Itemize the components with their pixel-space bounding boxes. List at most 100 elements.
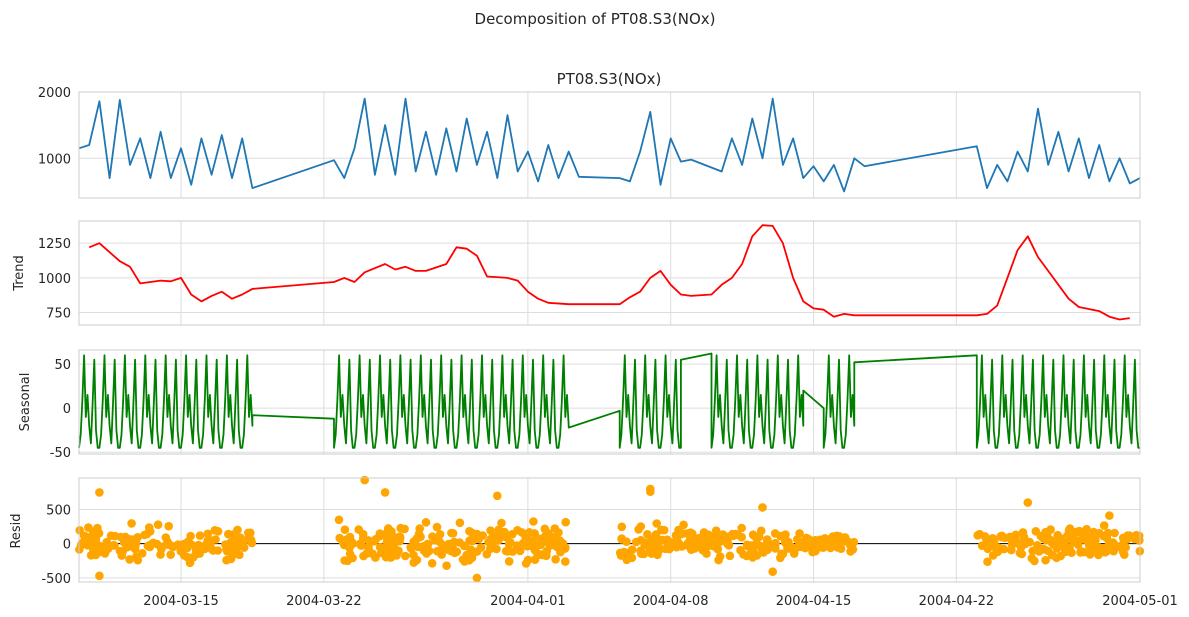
seasonal-y-label: Seasonal: [18, 373, 33, 432]
resid-point: [1105, 511, 1114, 520]
resid-point: [1023, 498, 1033, 507]
resid-point: [1065, 543, 1074, 552]
resid-point: [523, 539, 532, 548]
resid-point: [221, 540, 230, 549]
resid-point: [846, 547, 855, 556]
resid-point: [99, 546, 109, 555]
resid-point: [164, 521, 173, 531]
resid-point: [1118, 540, 1127, 549]
resid-point: [646, 487, 655, 497]
resid-point: [213, 527, 223, 536]
trend-grid: [79, 221, 1141, 325]
resid-point: [468, 536, 477, 546]
resid-point: [84, 534, 93, 543]
resid-point: [508, 529, 517, 539]
seasonal-line: [78, 352, 1140, 449]
resid-point: [427, 559, 437, 568]
resid-point: [1084, 540, 1094, 550]
resid-point: [749, 531, 759, 541]
resid-point: [395, 532, 405, 541]
y-tick-label: 0: [63, 538, 71, 553]
resid-point: [557, 544, 566, 554]
resid-point: [87, 540, 97, 550]
resid-point: [711, 526, 721, 535]
resid-point: [776, 531, 785, 541]
y-tick-label: 500: [46, 503, 71, 518]
resid-point: [436, 546, 446, 556]
resid-point: [371, 553, 380, 562]
x-tick-label: 2004-04-01: [490, 594, 566, 609]
resid-point: [506, 538, 515, 547]
resid-point: [235, 550, 244, 560]
resid-point: [145, 527, 155, 536]
resid-point: [677, 542, 687, 551]
resid-point: [548, 533, 558, 542]
observed-grid: [79, 91, 1141, 198]
resid-point: [1013, 538, 1022, 548]
resid-point: [492, 544, 501, 554]
resid-point: [444, 545, 454, 555]
resid-point: [414, 529, 424, 539]
resid-point: [442, 561, 451, 570]
trend-line: [88, 224, 1130, 321]
resid-point: [106, 531, 116, 540]
resid-point: [354, 525, 364, 534]
resid-point: [699, 528, 709, 537]
resid-point: [648, 540, 657, 550]
resid-point: [759, 548, 768, 557]
resid-point: [335, 533, 345, 543]
resid-point: [718, 530, 728, 539]
resid-point: [686, 545, 696, 554]
x-tick-label: 2004-04-15: [776, 594, 852, 609]
resid-point: [1018, 528, 1028, 537]
resid-point: [1020, 534, 1029, 544]
resid-point: [652, 519, 661, 528]
resid-point: [529, 517, 538, 526]
resid-point: [665, 544, 674, 554]
resid-point: [401, 551, 410, 561]
observed-y-ticks: 1000 2000: [38, 86, 71, 167]
resid-point: [380, 488, 390, 497]
resid-point: [725, 551, 735, 561]
resid-point: [233, 525, 242, 535]
resid-point: [176, 546, 186, 556]
seasonal-panel: Seasonal -50 0 50: [18, 349, 1141, 461]
resid-point: [476, 543, 486, 552]
y-tick-label: 750: [46, 307, 71, 322]
observed-panel-title: PT08.S3(NOx): [557, 70, 662, 88]
resid-point: [662, 535, 672, 544]
resid-point: [360, 475, 370, 485]
resid-point: [529, 539, 538, 548]
resid-point: [95, 488, 104, 497]
resid-point: [95, 571, 104, 581]
observed-frame: [78, 91, 1141, 199]
resid-point: [631, 537, 641, 547]
resid-point: [244, 528, 253, 538]
resid-point: [478, 531, 488, 540]
resid-point: [802, 533, 811, 543]
resid-point: [364, 536, 373, 545]
resid-point: [806, 542, 815, 552]
resid-point: [636, 522, 646, 531]
resid-point: [1082, 524, 1091, 534]
resid-y-label: Resid: [9, 513, 24, 548]
resid-point: [1053, 535, 1063, 545]
resid-point: [435, 530, 445, 539]
figure-title: Decomposition of PT08.S3(NOx): [475, 10, 716, 28]
resid-point: [500, 527, 509, 537]
resid-point: [246, 535, 256, 545]
resid-point: [153, 520, 163, 529]
resid-point: [394, 546, 403, 556]
resid-point: [364, 542, 373, 552]
resid-point: [387, 527, 396, 536]
resid-y-ticks: -500 0 500: [41, 503, 71, 586]
resid-point: [756, 541, 765, 551]
trend-y-label: Trend: [12, 255, 27, 292]
resid-point: [728, 531, 738, 540]
resid-point: [340, 525, 350, 534]
resid-point: [975, 529, 984, 539]
resid-point: [237, 535, 247, 545]
resid-point: [521, 559, 531, 568]
resid-point: [342, 535, 352, 544]
resid-point: [1123, 531, 1132, 540]
